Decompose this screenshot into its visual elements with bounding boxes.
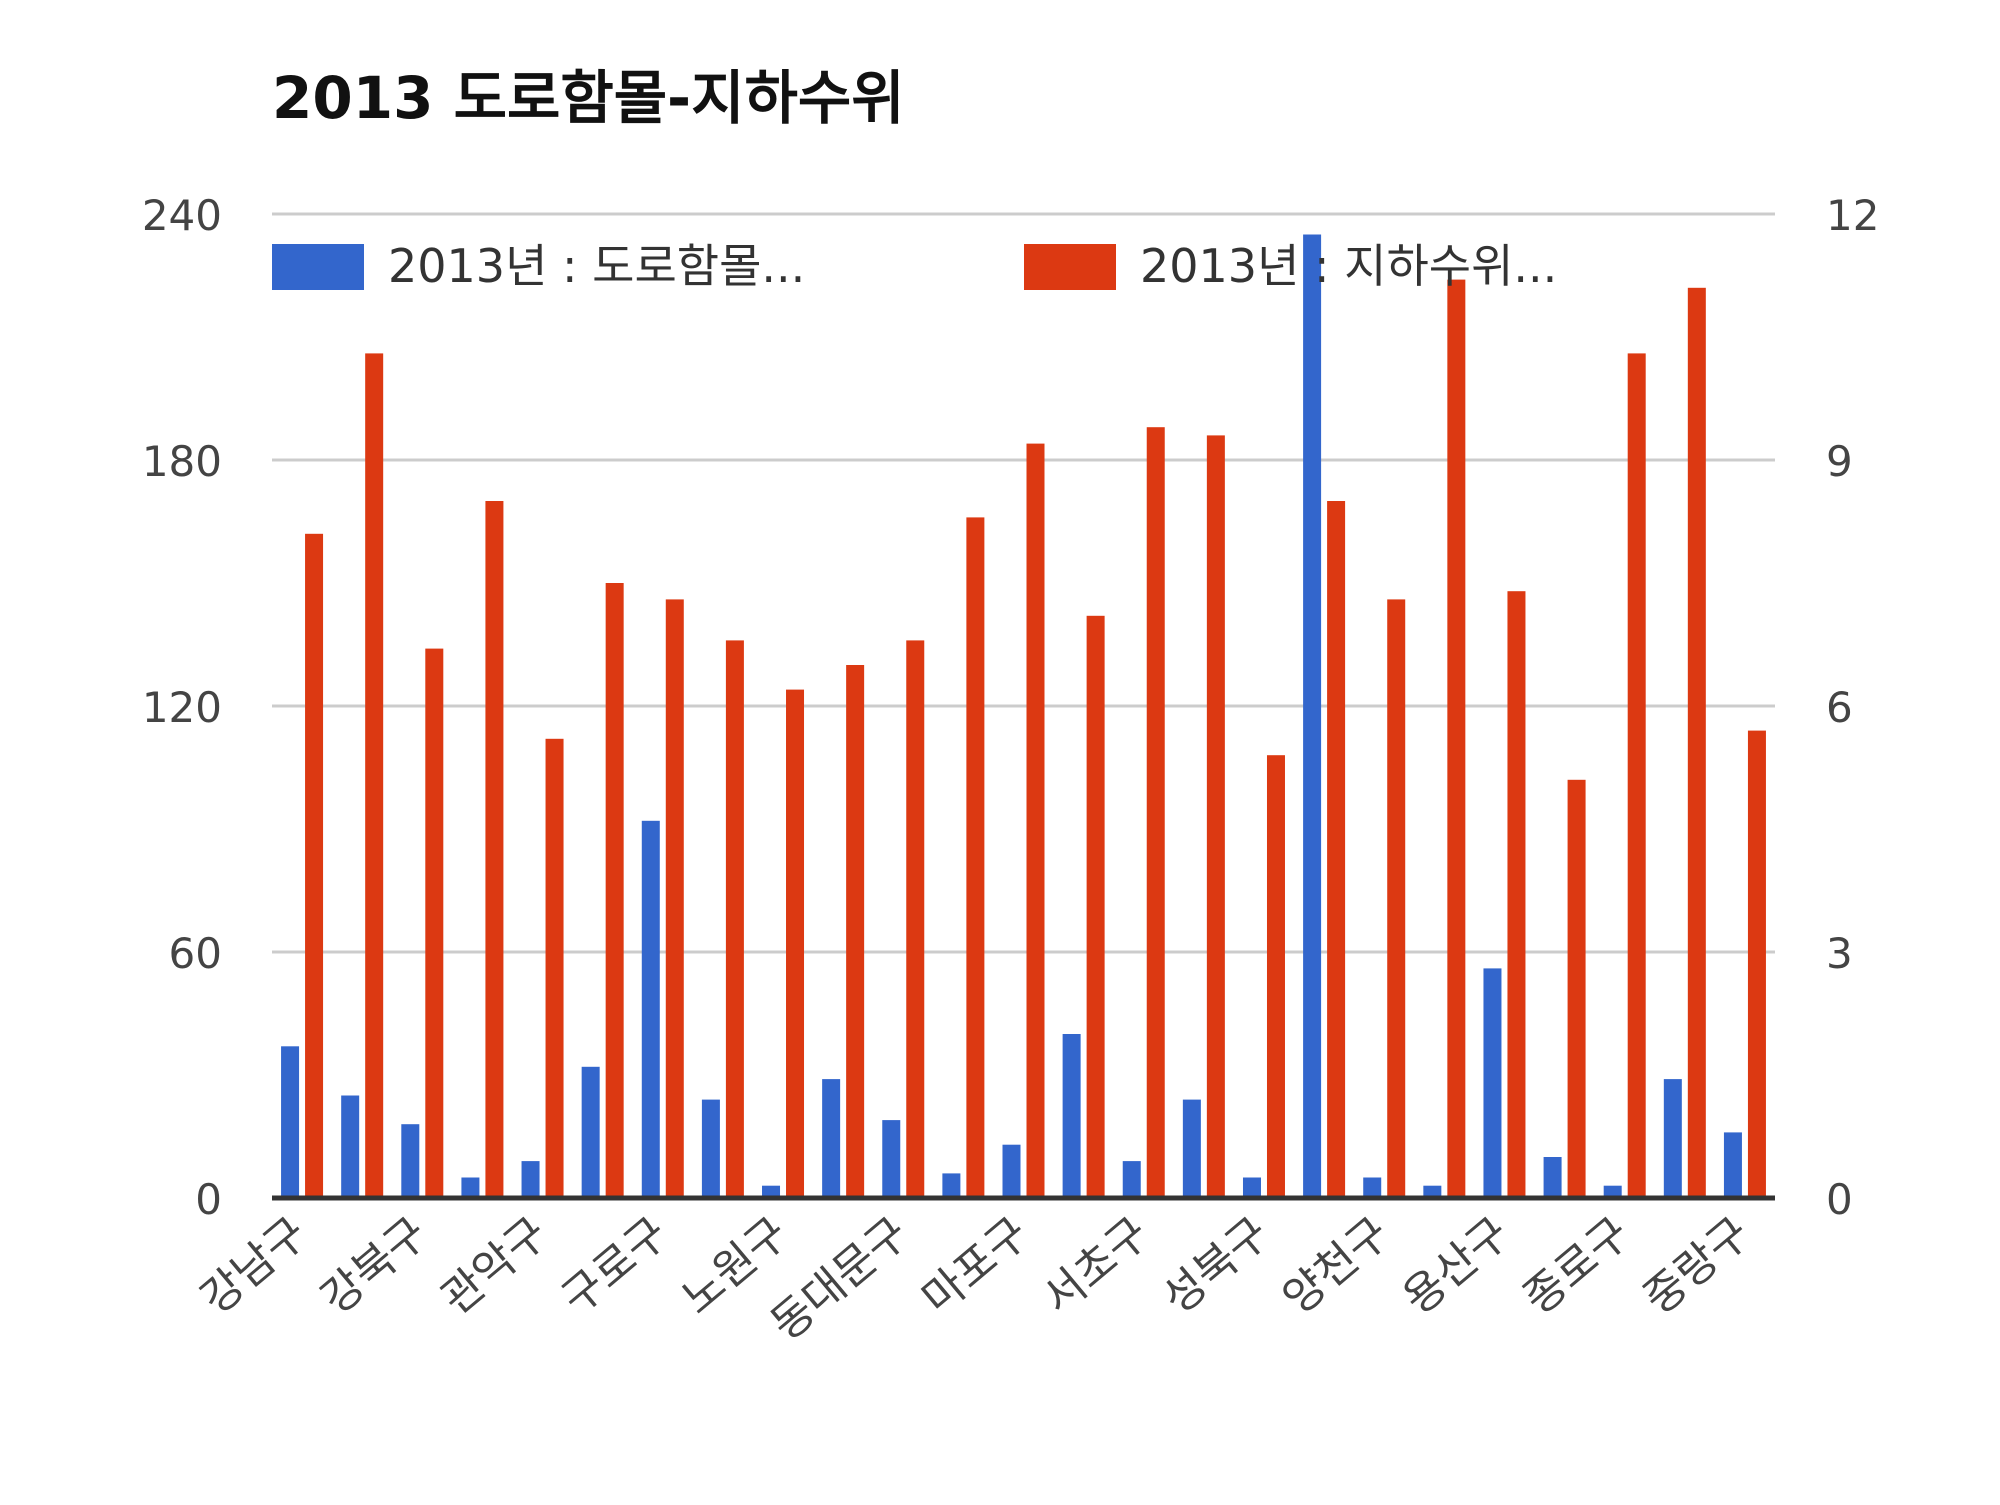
- bar-동작구-groundwater: [966, 517, 985, 1198]
- y-left-tick-label: 120: [142, 683, 222, 732]
- bar-용산구-road-sinkhole: [1483, 968, 1502, 1198]
- bar-마포구-groundwater: [1026, 443, 1045, 1199]
- bar-양천구-road-sinkhole: [1363, 1177, 1382, 1198]
- bar-중랑구-groundwater: [1747, 730, 1766, 1198]
- bar-관악구-groundwater: [545, 738, 564, 1198]
- bar-강동구-groundwater: [365, 353, 384, 1198]
- bar-강북구-groundwater: [425, 648, 444, 1198]
- bar-광진구-road-sinkhole: [581, 1066, 600, 1198]
- y-right-tick-label: 3: [1826, 929, 1853, 978]
- y-left-tick-label: 60: [169, 929, 222, 978]
- bar-동대문구-road-sinkhole: [882, 1120, 901, 1198]
- x-tick-label: 양천구: [1273, 1207, 1399, 1324]
- bar-영등포구-road-sinkhole: [1423, 1185, 1442, 1198]
- bar-성동구-road-sinkhole: [1182, 1099, 1201, 1198]
- bar-노원구-groundwater: [786, 689, 805, 1198]
- bar-성북구-road-sinkhole: [1242, 1177, 1261, 1198]
- bar-종로구-road-sinkhole: [1603, 1185, 1622, 1198]
- bar-영등포구-groundwater: [1447, 279, 1466, 1199]
- bar-광진구-groundwater: [605, 583, 624, 1198]
- x-tick-label: 동대문구: [762, 1207, 919, 1350]
- x-tick-label: 서초구: [1033, 1207, 1159, 1324]
- x-tick-label: 용산구: [1394, 1207, 1520, 1324]
- bar-송파구-groundwater: [1327, 501, 1346, 1198]
- y-left-tick-label: 180: [142, 437, 222, 486]
- bars: [281, 234, 1766, 1199]
- x-tick-label: 성북구: [1153, 1207, 1279, 1324]
- bar-중구-groundwater: [1687, 287, 1706, 1198]
- bar-강북구-road-sinkhole: [401, 1124, 420, 1198]
- legend-label-0: 2013년 : 도로함몰...: [388, 239, 805, 293]
- bar-송파구-road-sinkhole: [1303, 234, 1322, 1198]
- bar-강남구-groundwater: [305, 533, 324, 1198]
- bar-관악구-road-sinkhole: [521, 1161, 540, 1198]
- legend: 2013년 : 도로함몰... 2013년 : 지하수위...: [272, 239, 1557, 293]
- bar-서대문구-groundwater: [1086, 615, 1105, 1198]
- x-tick-label: 강남구: [191, 1207, 317, 1324]
- bar-서대문구-road-sinkhole: [1062, 1034, 1081, 1198]
- bar-도봉구-groundwater: [846, 665, 865, 1198]
- bar-금천구-road-sinkhole: [701, 1099, 720, 1198]
- bar-노원구-road-sinkhole: [762, 1185, 781, 1198]
- chart-title: 2013 도로함몰-지하수위: [272, 64, 905, 132]
- bar-종로구-groundwater: [1627, 353, 1646, 1198]
- bar-금천구-groundwater: [725, 640, 744, 1198]
- y-right-tick-label: 9: [1826, 437, 1853, 486]
- y-right-tick-label: 6: [1826, 683, 1853, 732]
- bar-마포구-road-sinkhole: [1002, 1144, 1021, 1198]
- x-tick-label: 중랑구: [1634, 1207, 1760, 1324]
- bar-용산구-groundwater: [1507, 591, 1526, 1198]
- x-tick-label: 마포구: [913, 1207, 1039, 1324]
- bar-성북구-groundwater: [1266, 755, 1285, 1198]
- bar-강동구-road-sinkhole: [341, 1095, 360, 1198]
- bar-동작구-road-sinkhole: [942, 1173, 961, 1198]
- bar-중랑구-road-sinkhole: [1723, 1132, 1742, 1198]
- x-tick-label: 종로구: [1514, 1207, 1640, 1324]
- bar-강남구-road-sinkhole: [281, 1046, 300, 1198]
- bar-은평구-road-sinkhole: [1543, 1157, 1562, 1198]
- bar-은평구-groundwater: [1567, 779, 1586, 1198]
- bar-구로구-groundwater: [665, 599, 684, 1198]
- x-tick-label: 구로구: [552, 1207, 678, 1324]
- x-tick-label: 관악구: [432, 1207, 558, 1324]
- x-tick-label: 강북구: [312, 1207, 438, 1324]
- y-right-tick-label: 12: [1826, 191, 1879, 240]
- y-right-tick-label: 0: [1826, 1175, 1853, 1224]
- bar-강서구-road-sinkhole: [461, 1177, 480, 1198]
- bar-서초구-groundwater: [1146, 427, 1165, 1198]
- bar-서초구-road-sinkhole: [1122, 1161, 1141, 1198]
- bar-동대문구-groundwater: [906, 640, 925, 1198]
- y-left-tick-label: 240: [142, 191, 222, 240]
- bar-중구-road-sinkhole: [1663, 1079, 1682, 1198]
- bar-구로구-road-sinkhole: [641, 820, 660, 1198]
- y-left-tick-label: 0: [195, 1175, 222, 1224]
- bar-도봉구-road-sinkhole: [822, 1079, 841, 1198]
- bar-성동구-groundwater: [1206, 435, 1225, 1198]
- legend-swatch-1: [1024, 244, 1116, 290]
- legend-swatch-0: [272, 244, 364, 290]
- legend-label-1: 2013년 : 지하수위...: [1140, 239, 1557, 293]
- bar-강서구-groundwater: [485, 501, 504, 1198]
- bar-양천구-groundwater: [1387, 599, 1406, 1198]
